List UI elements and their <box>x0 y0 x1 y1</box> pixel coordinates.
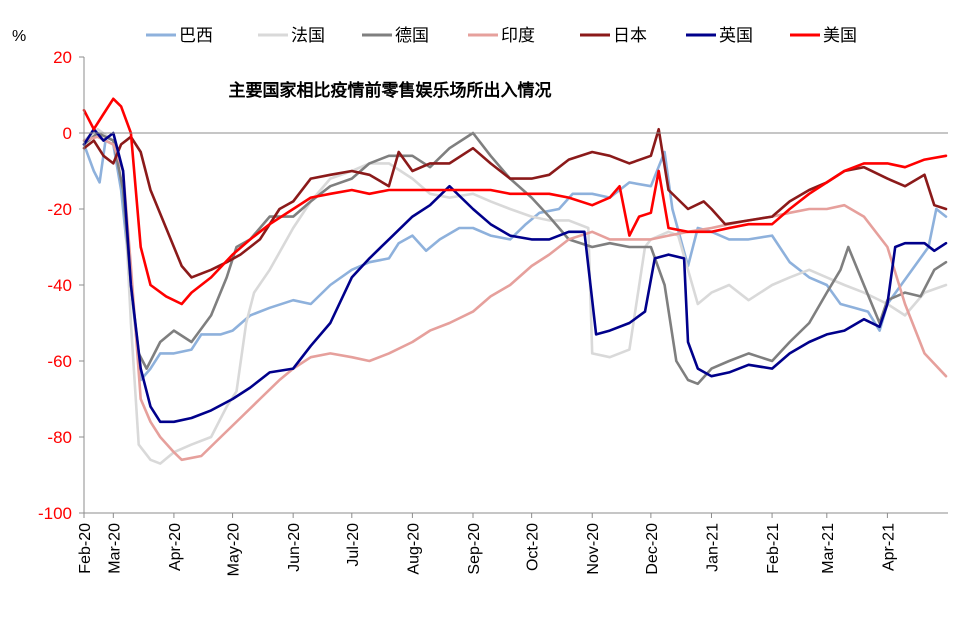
x-tick-label: Jan-21 <box>704 523 721 572</box>
series-line-法国 <box>82 127 948 465</box>
series-line-英国 <box>82 127 948 424</box>
y-tick-label: -60 <box>47 352 72 371</box>
y-tick-label: -80 <box>47 428 72 447</box>
x-tick-label: Mar-20 <box>106 523 123 574</box>
series-line-美国 <box>82 97 948 306</box>
x-tick-label: May-20 <box>226 523 243 576</box>
legend-label: 德国 <box>395 26 429 46</box>
x-tick-label: Sep-20 <box>466 523 483 575</box>
y-axis-unit: % <box>12 28 26 45</box>
x-tick-label: Nov-20 <box>585 523 602 575</box>
x-axis: Feb-20 Mar-20 Apr-20 May-20 Jun-20 Jul-20 Aug-… <box>77 512 948 576</box>
x-tick-label: Aug-20 <box>405 523 422 575</box>
x-tick-label: Feb-21 <box>765 523 782 574</box>
legend-label: 日本 <box>613 26 647 46</box>
y-axis: 20 0 -20 -40 -60 -80 -100 <box>38 48 84 523</box>
y-tick-label: 0 <box>63 124 72 143</box>
x-tick-label: Mar-21 <box>820 523 837 574</box>
series-line-巴西 <box>82 139 948 382</box>
chart-title: 主要国家相比疫情前零售娱乐场所出入情况 <box>229 80 552 101</box>
y-tick-label: -20 <box>47 200 72 219</box>
legend-label: 法国 <box>291 26 325 46</box>
y-tick-label: -100 <box>38 504 72 523</box>
legend: 巴西 法国 德国 印度 日本 英国 美国 <box>146 26 857 46</box>
series-lines <box>82 97 948 465</box>
series-line-日本 <box>82 127 948 279</box>
legend-label: 英国 <box>719 26 753 46</box>
legend-label: 巴西 <box>179 26 213 46</box>
x-tick-label: Oct-20 <box>525 523 542 571</box>
legend-label: 印度 <box>501 26 535 46</box>
legend-label: 美国 <box>823 26 857 46</box>
x-tick-label: Jun-20 <box>286 523 303 572</box>
x-tick-label: Feb-20 <box>77 523 94 574</box>
series-line-印度 <box>82 135 948 462</box>
y-tick-label: 20 <box>53 48 72 67</box>
x-tick-label: Apr-20 <box>167 523 184 571</box>
x-tick-label: Dec-20 <box>644 523 661 575</box>
series-line-德国 <box>82 131 948 386</box>
y-tick-label: -40 <box>47 276 72 295</box>
x-tick-label: Apr-21 <box>880 523 897 571</box>
x-tick-label: Jul-20 <box>345 523 362 567</box>
